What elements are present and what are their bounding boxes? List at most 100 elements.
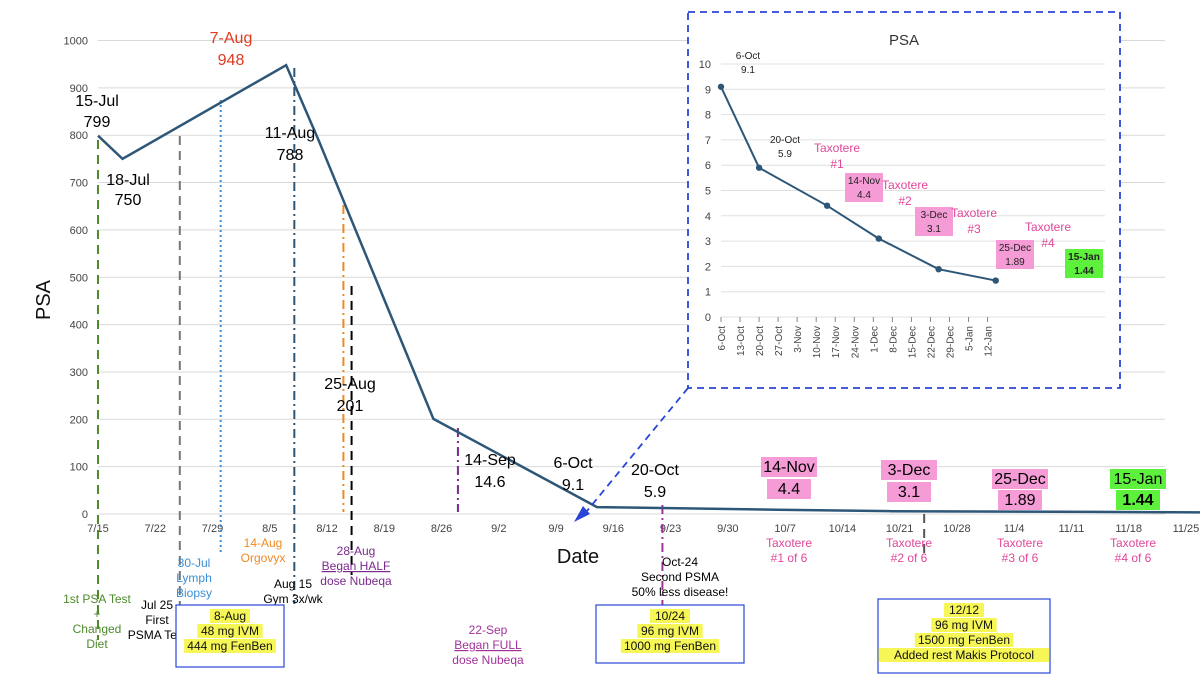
inset-annotation: Taxotere [951,206,997,220]
callout-highlight [184,639,276,653]
data-label-value: 3.1 [898,484,920,501]
inset-data-point [935,265,942,273]
treatment-name: Taxotere [886,536,932,550]
event-marker-text: Lymph [176,571,212,585]
event-marker-text: Gym 3x/wk [263,592,323,606]
inset-psa-line [720,86,996,282]
data-label-highlight [1110,469,1166,489]
callout-highlight [197,624,263,638]
inset-x-tick-label: 8-Dec [888,326,899,353]
callout-highlight [931,618,997,632]
inset-annotation: #2 [898,194,912,208]
x-tick-label: 9/23 [660,523,681,535]
inset-x-tick-label: 13-Oct [736,326,747,356]
inset-label-date: 3-Dec [921,210,948,221]
callout-text: 96 mg IVM [641,624,699,638]
data-label-value: 5.9 [644,484,666,501]
inset-border [687,11,1121,389]
inset-label-highlight [1065,249,1103,278]
callout-highlight [650,609,690,623]
data-label-value: 4.4 [778,481,800,498]
inset-label-highlight [845,173,883,202]
callout-highlight [637,624,703,638]
x-tick-label: 8/5 [262,523,277,535]
inset-annotation: #3 [967,222,981,236]
inset-y-tick-label: 8 [705,110,711,122]
data-label-date: 25-Aug [324,376,376,393]
treatment-cycle: #4 of 6 [1115,551,1152,565]
inset-label-value: 4.4 [857,190,871,201]
y-tick-label: 100 [70,462,88,474]
callout-highlight [210,609,250,623]
x-tick-label: 11/4 [1004,523,1025,535]
data-label-value: 201 [337,398,364,415]
y-axis-title: PSA [33,279,55,320]
x-tick-label: 8/19 [374,523,395,535]
inset-psa-chart: PSA 0 1 2 3 4 5 6 7 8 9 10 6-Oct 13-Oct 20-Oct 27-Oct 3-… [687,11,1121,389]
x-tick-label: 11/25 [1173,523,1200,535]
y-tick-label: 700 [70,178,88,190]
data-label-highlight [992,469,1048,489]
inset-annotation: #1 [830,157,844,171]
data-label-date: 25-Dec [994,471,1046,488]
inset-data-point [823,202,831,209]
inset-y-tick-label: 7 [705,135,711,147]
event-marker-text: 50% less disease! [632,585,729,599]
inset-x-tick-label: 12-Jan [984,326,995,357]
callout-text: 10/24 [655,609,685,623]
inset-y-tick-label: 3 [705,236,711,248]
event-marker-text: PSMA Test [128,628,187,642]
data-label-date: 3-Dec [888,462,931,479]
event-marker-text: Changed [73,622,122,636]
data-label-value: 1.44 [1122,492,1153,509]
y-tick-label: 200 [70,414,88,426]
x-tick-label: 9/2 [491,523,506,535]
inset-x-tick-label: 1-Dec [869,326,880,353]
callout-highlight [878,648,1050,662]
inset-y-tick-label: 1 [705,287,711,299]
event-marker-text: Second PSMA [641,570,719,584]
y-tick-label: 800 [70,130,88,142]
x-tick-label: 7/15 [87,523,108,535]
inset-x-tick-label: 20-Oct [755,326,766,356]
event-marker-text: Orgovyx [241,551,286,565]
inset-label-highlight [996,240,1034,269]
data-label-highlight [767,479,811,499]
inset-x-tick-label: 5-Jan [965,326,976,351]
callout-text: 444 mg FenBen [187,639,272,653]
inset-label-date: 15-Jan [1068,252,1100,263]
data-label-value: 948 [218,52,245,69]
inset-y-tick-label: 2 [705,261,711,273]
event-marker-text: Jul 25 [141,598,173,612]
inset-label-value: 5.9 [778,149,792,160]
inset-y-tick-label: 5 [705,186,711,198]
callout-text: 1500 mg FenBen [918,633,1010,647]
inset-annotation: #4 [1041,236,1055,250]
x-tick-label: 10/7 [774,523,795,535]
data-label-value: 750 [115,192,142,209]
event-marker-text: dose Nubeqa [320,574,392,588]
inset-y-tick-label: 6 [705,160,711,172]
inset-x-tick-label: 29-Dec [945,326,956,358]
x-tick-label: 8/26 [431,523,452,535]
inset-y-tick-label: 9 [705,84,711,96]
treatment-cycle: #1 of 6 [771,551,808,565]
inset-y-tick-label: 0 [705,312,711,324]
data-label-highlight [881,460,937,480]
treatment-cycle: #3 of 6 [1002,551,1039,565]
data-label-value: 1.89 [1004,492,1035,509]
y-tick-label: 1000 [64,36,88,48]
inset-x-tick-label: 24-Nov [850,326,861,358]
inset-data-point [992,277,999,284]
y-tick-label: 900 [70,83,88,95]
inset-label-value: 1.89 [1005,257,1025,268]
callout-text: 48 mg IVM [201,624,259,638]
inset-x-tick-label: 6-Oct [717,326,728,351]
data-label-value: 799 [84,114,111,131]
y-tick-label: 400 [70,320,88,332]
callout-text: 1000 mg FenBen [624,639,716,653]
x-axis-title: Date [557,546,599,568]
treatment-cycle: #2 of 6 [891,551,928,565]
inset-x-tick-label: 15-Dec [907,326,918,358]
